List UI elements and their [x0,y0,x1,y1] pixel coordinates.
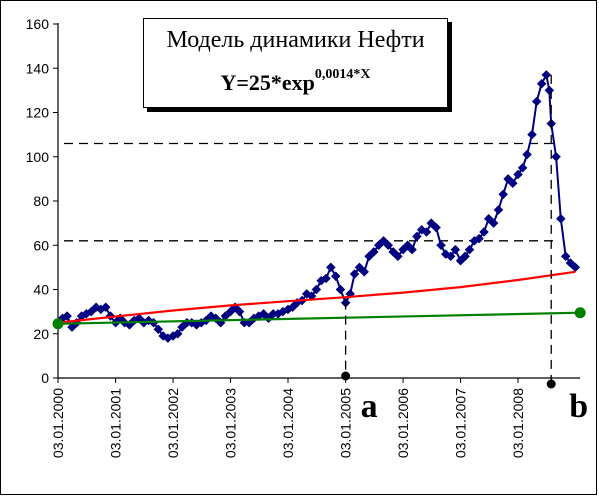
y-tick-label: 140 [26,60,50,76]
price-point [368,247,379,257]
price-point [527,129,537,140]
price-point [325,262,336,273]
marker-label: a [361,388,378,425]
x-tick-label: 03.01.2000 [50,388,66,458]
y-tick-label: 80 [33,193,49,209]
baseline-line [57,311,581,325]
y-tick-label: 40 [33,282,49,298]
price-point [498,189,509,200]
chart-title-box: Модель динамики Нефти Y=25*exp0,0014*X [143,18,448,108]
marker-point [546,379,556,389]
x-tick-label: 03.01.2002 [165,388,181,458]
price-point [62,311,72,321]
price-point [210,313,221,324]
baseline-endpoint [574,307,586,319]
y-tick-label: 0 [41,370,49,386]
price-point [393,251,403,262]
price-point [522,149,532,160]
price-point [359,266,370,277]
price-point [349,269,360,279]
x-tick-label: 03.01.2005 [338,388,354,458]
x-tick-label: 03.01.2001 [108,388,124,458]
price-point [335,284,346,295]
price-point [421,227,432,237]
price-point [311,284,322,295]
price-point [383,240,394,251]
price-point [551,151,561,162]
price-point [321,273,331,284]
price-point [450,244,461,255]
price-point [555,213,566,224]
marker-label: b [569,388,588,425]
price-point [407,244,417,255]
x-tick-label: 03.01.2006 [395,388,411,458]
y-tick-label: 100 [26,149,50,165]
price-point [544,85,555,96]
x-tick-label: 03.01.2004 [280,388,296,458]
price-point [474,233,484,244]
price-point [153,324,164,335]
price-point [513,169,523,180]
price-point [531,96,542,107]
price-point [493,204,504,215]
price-point [460,251,470,262]
price-point [483,213,494,224]
y-ticks: 0 20 40 60 80 100 120 140 160 [26,16,58,386]
chart-title: Модель динамики Нефти [166,27,425,53]
price-point [560,251,571,262]
price-point [431,222,441,233]
y-tick-label: 60 [33,237,49,253]
model-formula: Y=25*exp0,0014*X [144,67,447,96]
x-ticks: 03.01.2000 03.01.2001 03.01.2002 03.01.2003… [50,378,526,458]
y-tick-label: 160 [26,16,50,32]
price-point [445,251,456,262]
price-point [536,78,547,89]
price-point [172,328,183,339]
baseline-endpoint [52,318,64,330]
y-tick-label: 20 [33,326,49,342]
price-point [464,244,475,255]
price-point [412,231,422,242]
price-point [479,227,489,237]
price-point [488,218,499,228]
x-tick-label: 03.01.2008 [510,388,526,458]
price-point [234,306,245,317]
price-point [100,302,111,313]
price-point [517,162,528,173]
marker-point [341,371,351,381]
price-point [541,70,552,80]
price-point [507,178,518,189]
price-point [330,271,341,282]
model-curve [57,270,576,324]
x-tick-label: 03.01.2007 [453,388,469,458]
formula-exponent: 0,0014*X [314,67,371,82]
reference-lines [64,142,555,242]
x-tick-label: 03.01.2003 [223,388,239,458]
formula-base: Y=25*exp [220,70,315,95]
y-tick-label: 120 [26,105,50,121]
price-point [436,240,446,251]
price-point [301,289,312,299]
